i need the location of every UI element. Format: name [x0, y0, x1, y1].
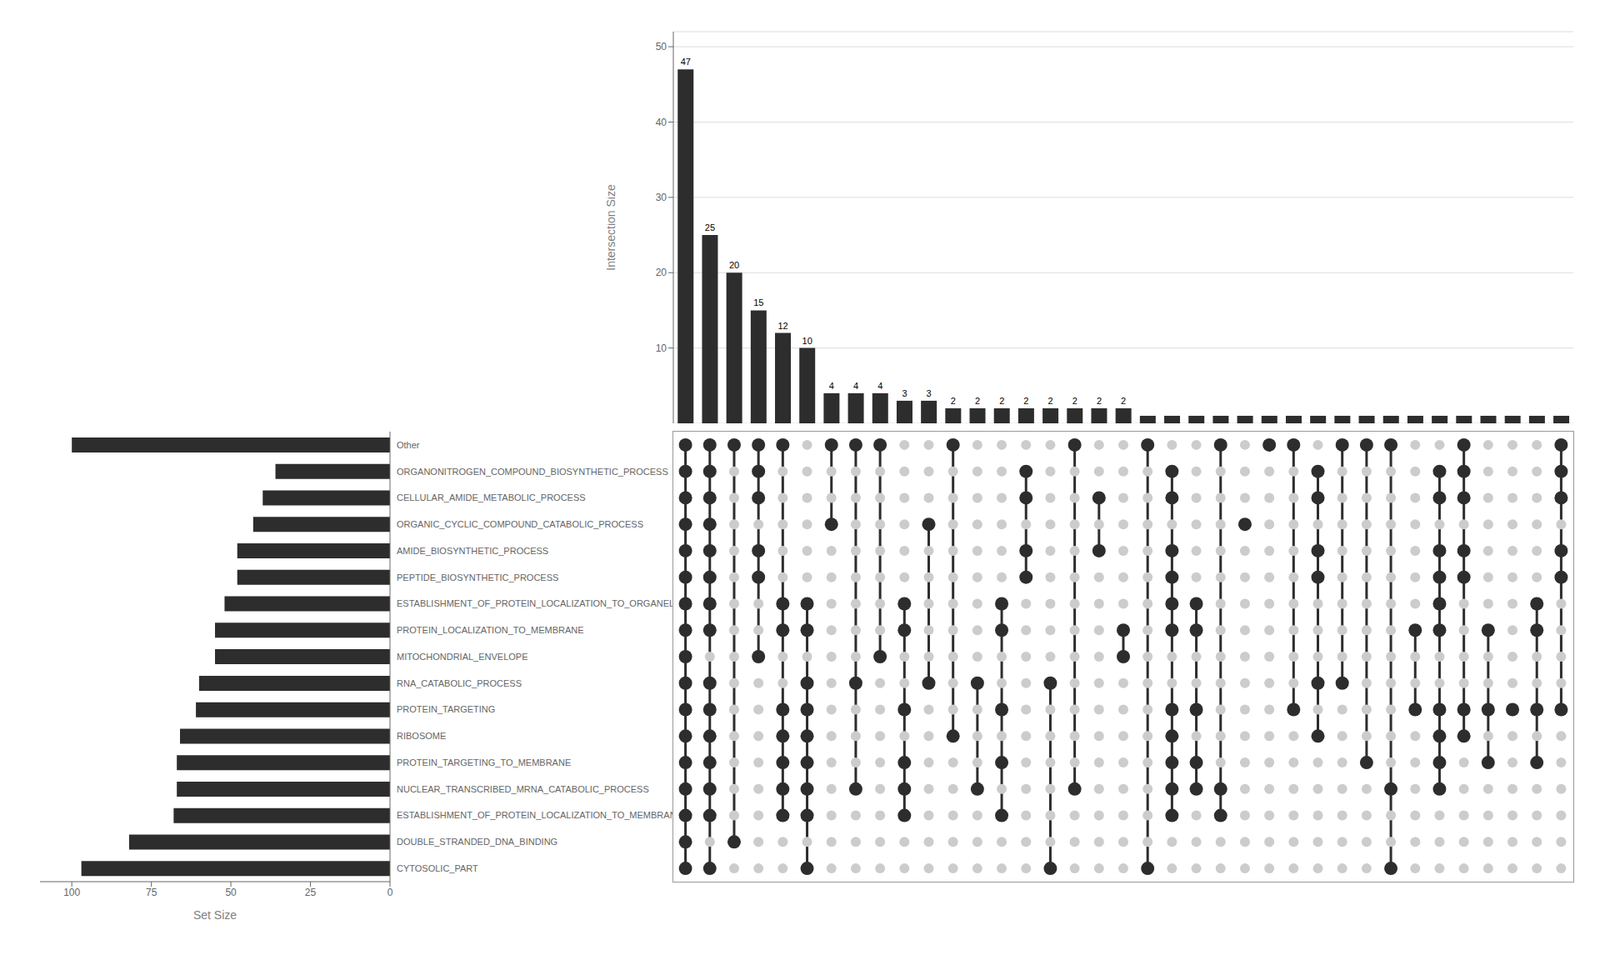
svg-text:NUCLEAR_TRANSCRIBED_MRNA_CATAB: NUCLEAR_TRANSCRIBED_MRNA_CATABOLIC_PROCE… — [396, 784, 650, 795]
svg-text:40: 40 — [655, 116, 668, 129]
svg-text:4: 4 — [877, 380, 883, 391]
svg-text:50: 50 — [655, 40, 668, 53]
svg-text:2: 2 — [1072, 395, 1078, 406]
svg-text:PROTEIN_LOCALIZATION_TO_MEMBRA: PROTEIN_LOCALIZATION_TO_MEMBRANE — [396, 625, 585, 635]
svg-text:Intersection Size: Intersection Size — [606, 184, 618, 271]
svg-text:2: 2 — [1096, 395, 1102, 406]
svg-text:4: 4 — [829, 380, 835, 391]
svg-text:Other: Other — [396, 440, 420, 450]
svg-text:PROTEIN_TARGETING: PROTEIN_TARGETING — [396, 704, 495, 715]
svg-text:ORGANONITROGEN_COMPOUND_BIOSYN: ORGANONITROGEN_COMPOUND_BIOSYNTHETIC_PRO… — [396, 466, 669, 477]
svg-text:PEPTIDE_BIOSYNTHETIC_PROCESS: PEPTIDE_BIOSYNTHETIC_PROCESS — [396, 572, 559, 583]
svg-text:10: 10 — [802, 335, 813, 346]
svg-text:MITOCHONDRIAL_ENVELOPE: MITOCHONDRIAL_ENVELOPE — [396, 651, 529, 662]
svg-text:50: 50 — [225, 886, 237, 899]
svg-text:15: 15 — [753, 297, 764, 308]
svg-text:30: 30 — [655, 191, 668, 204]
svg-text:Set Size: Set Size — [193, 908, 237, 922]
svg-text:2: 2 — [975, 395, 980, 406]
svg-text:0: 0 — [387, 886, 394, 899]
svg-text:25: 25 — [705, 222, 715, 233]
svg-text:75: 75 — [145, 886, 158, 899]
svg-text:20: 20 — [655, 266, 668, 279]
svg-text:CELLULAR_AMIDE_METABOLIC_PROCE: CELLULAR_AMIDE_METABOLIC_PROCESS — [396, 492, 586, 503]
svg-text:12: 12 — [777, 320, 788, 331]
svg-text:2: 2 — [950, 395, 956, 406]
svg-text:2: 2 — [1023, 395, 1029, 406]
svg-text:AMIDE_BIOSYNTHETIC_PROCESS: AMIDE_BIOSYNTHETIC_PROCESS — [396, 545, 549, 556]
svg-text:100: 100 — [63, 886, 80, 899]
svg-text:2: 2 — [999, 395, 1005, 406]
svg-text:10: 10 — [655, 342, 668, 355]
svg-text:2: 2 — [1048, 395, 1054, 406]
svg-text:3: 3 — [901, 388, 907, 399]
svg-text:2: 2 — [1120, 395, 1126, 406]
svg-text:RIBOSOME: RIBOSOME — [396, 730, 446, 741]
svg-text:25: 25 — [305, 886, 317, 899]
svg-text:RNA_CATABOLIC_PROCESS: RNA_CATABOLIC_PROCESS — [396, 678, 522, 689]
svg-text:20: 20 — [729, 260, 740, 270]
svg-text:4: 4 — [853, 380, 859, 391]
svg-text:47: 47 — [680, 56, 691, 67]
svg-text:ORGANIC_CYCLIC_COMPOUND_CATABO: ORGANIC_CYCLIC_COMPOUND_CATABOLIC_PROCES… — [396, 519, 644, 530]
svg-text:CYTOSOLIC_PART: CYTOSOLIC_PART — [396, 863, 479, 874]
svg-text:3: 3 — [926, 388, 932, 399]
svg-text:PROTEIN_TARGETING_TO_MEMBRANE: PROTEIN_TARGETING_TO_MEMBRANE — [396, 757, 571, 768]
svg-text:ESTABLISHMENT_OF_PROTEIN_LOCAL: ESTABLISHMENT_OF_PROTEIN_LOCALIZATION_TO… — [396, 810, 674, 820]
svg-text:DOUBLE_STRANDED_DNA_BINDING: DOUBLE_STRANDED_DNA_BINDING — [396, 836, 558, 847]
svg-text:ESTABLISHMENT_OF_PROTEIN_LOCAL: ESTABLISHMENT_OF_PROTEIN_LOCALIZATION_TO… — [396, 598, 674, 609]
